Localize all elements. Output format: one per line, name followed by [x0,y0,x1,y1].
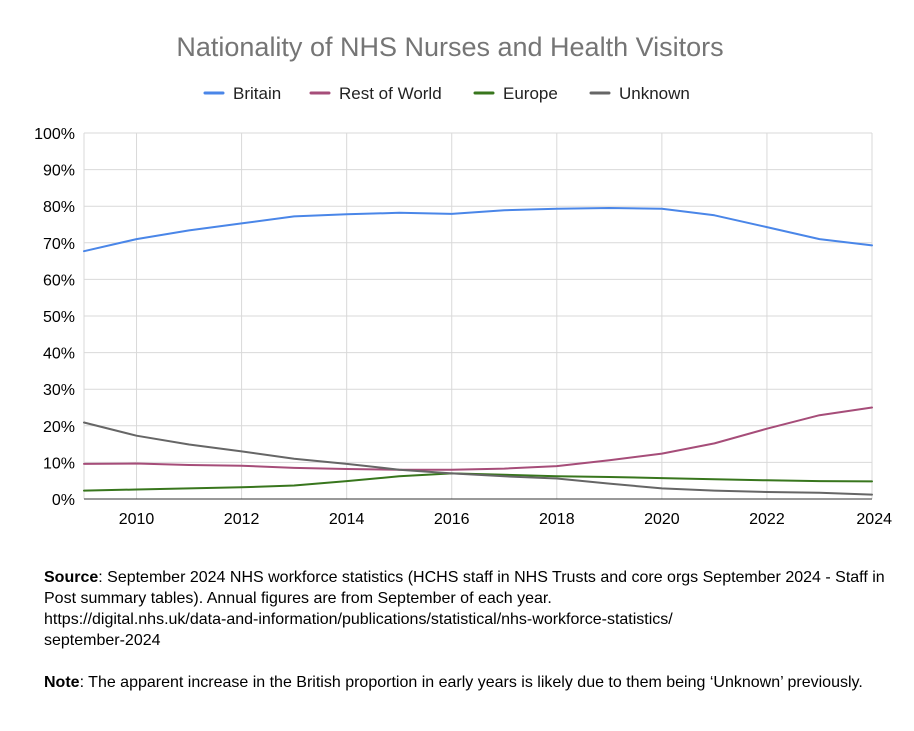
x-tick-label: 2012 [224,511,260,528]
chart-notes: Source: September 2024 NHS workforce sta… [44,567,894,693]
y-tick-label: 10% [43,455,75,472]
x-tick-label: 2014 [329,511,365,528]
y-tick-label: 100% [34,126,75,143]
y-tick-label: 80% [43,199,75,216]
chart-series [83,207,873,496]
legend-label: Britain [233,84,281,103]
source-label: Source [44,569,99,586]
legend-label: Europe [503,84,558,103]
legend-item-rest-of-world: Rest of World [309,84,442,103]
chart-legend: Britain Rest of World Europe Unknown [203,84,690,103]
x-tick-label: 2016 [434,511,470,528]
x-tick-label: 2010 [119,511,155,528]
y-tick-label: 70% [43,236,75,253]
series-line-rest-of-world [83,406,873,471]
x-tick-label: 2018 [539,511,575,528]
legend-item-britain: Britain [203,84,281,103]
chart-gridlines [83,132,873,499]
note-text: : The apparent increase in the British p… [79,674,863,691]
series-line-europe [83,472,873,492]
source-url-line-2: september-2024 [44,632,161,649]
source-text: : September 2024 NHS workforce statistic… [44,569,885,607]
x-tick-label: 2022 [749,511,785,528]
y-tick-label: 60% [43,272,75,289]
source-note: Source: September 2024 NHS workforce sta… [44,567,894,651]
x-axis: 2010 2012 2014 2016 2018 2020 2022 2024 [84,498,892,528]
note: Note: The apparent increase in the Briti… [44,672,894,693]
y-tick-label: 30% [43,382,75,399]
series-line-unknown [83,421,873,496]
x-tick-label: 2024 [856,511,892,528]
legend-label: Rest of World [339,84,442,103]
y-tick-label: 40% [43,346,75,363]
y-tick-label: 20% [43,419,75,436]
series-line-britain [83,207,873,253]
y-tick-label: 50% [43,309,75,326]
legend-item-europe: Europe [473,84,558,103]
y-tick-label: 90% [43,163,75,180]
legend-label: Unknown [619,84,690,103]
note-label: Note [44,674,80,691]
line-chart: Nationality of NHS Nurses and Health Vis… [34,32,892,528]
y-axis: 0% 10% 20% 30% 40% 50% 60% 70% 80% 90% 100% [34,126,75,509]
y-tick-label: 0% [52,492,75,509]
x-tick-label: 2020 [644,511,680,528]
chart-title: Nationality of NHS Nurses and Health Vis… [176,32,723,62]
source-url-line-1: https://digital.nhs.uk/data-and-informat… [44,611,673,628]
legend-item-unknown: Unknown [589,84,690,103]
